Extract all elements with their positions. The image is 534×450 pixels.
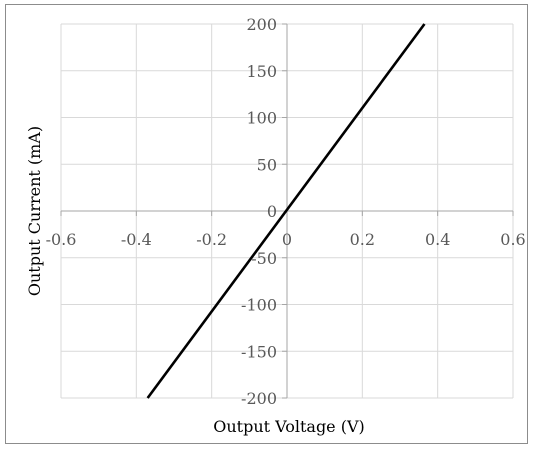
x-tick-label-4: 0.2 — [350, 230, 375, 249]
y-tick-label-8: 200 — [246, 15, 277, 34]
series-layer — [146, 23, 426, 399]
series-line-0 — [146, 23, 426, 399]
y-tick-label-0: -200 — [241, 389, 277, 408]
y-tick-label-3: -50 — [251, 249, 277, 268]
y-tick-labels: -200 -150 -100 -50 0 50 100 150 200 — [241, 15, 277, 408]
y-tick-label-1: -150 — [241, 342, 277, 361]
y-tick-label-7: 150 — [246, 62, 277, 81]
x-tick-label-2: -0.2 — [196, 230, 227, 249]
x-tick-label-6: 0.6 — [500, 230, 525, 249]
y-tick-label-2: -100 — [241, 296, 277, 315]
x-tick-label-3: 0 — [282, 230, 292, 249]
x-tick-label-5: 0.4 — [425, 230, 450, 249]
x-tick-label-0: -0.6 — [46, 230, 77, 249]
y-tick-label-6: 100 — [246, 109, 277, 128]
x-tick-labels: -0.6 -0.4 -0.2 0 0.2 0.4 0.6 — [46, 230, 526, 249]
y-tick-label-4: 0 — [267, 202, 277, 221]
y-tick-label-5: 50 — [257, 155, 277, 174]
x-axis-title: Output Voltage (V) — [213, 417, 365, 436]
x-tick-label-1: -0.4 — [121, 230, 152, 249]
y-axis-title: Output Current (mA) — [25, 126, 44, 296]
chart-frame — [5, 4, 528, 444]
